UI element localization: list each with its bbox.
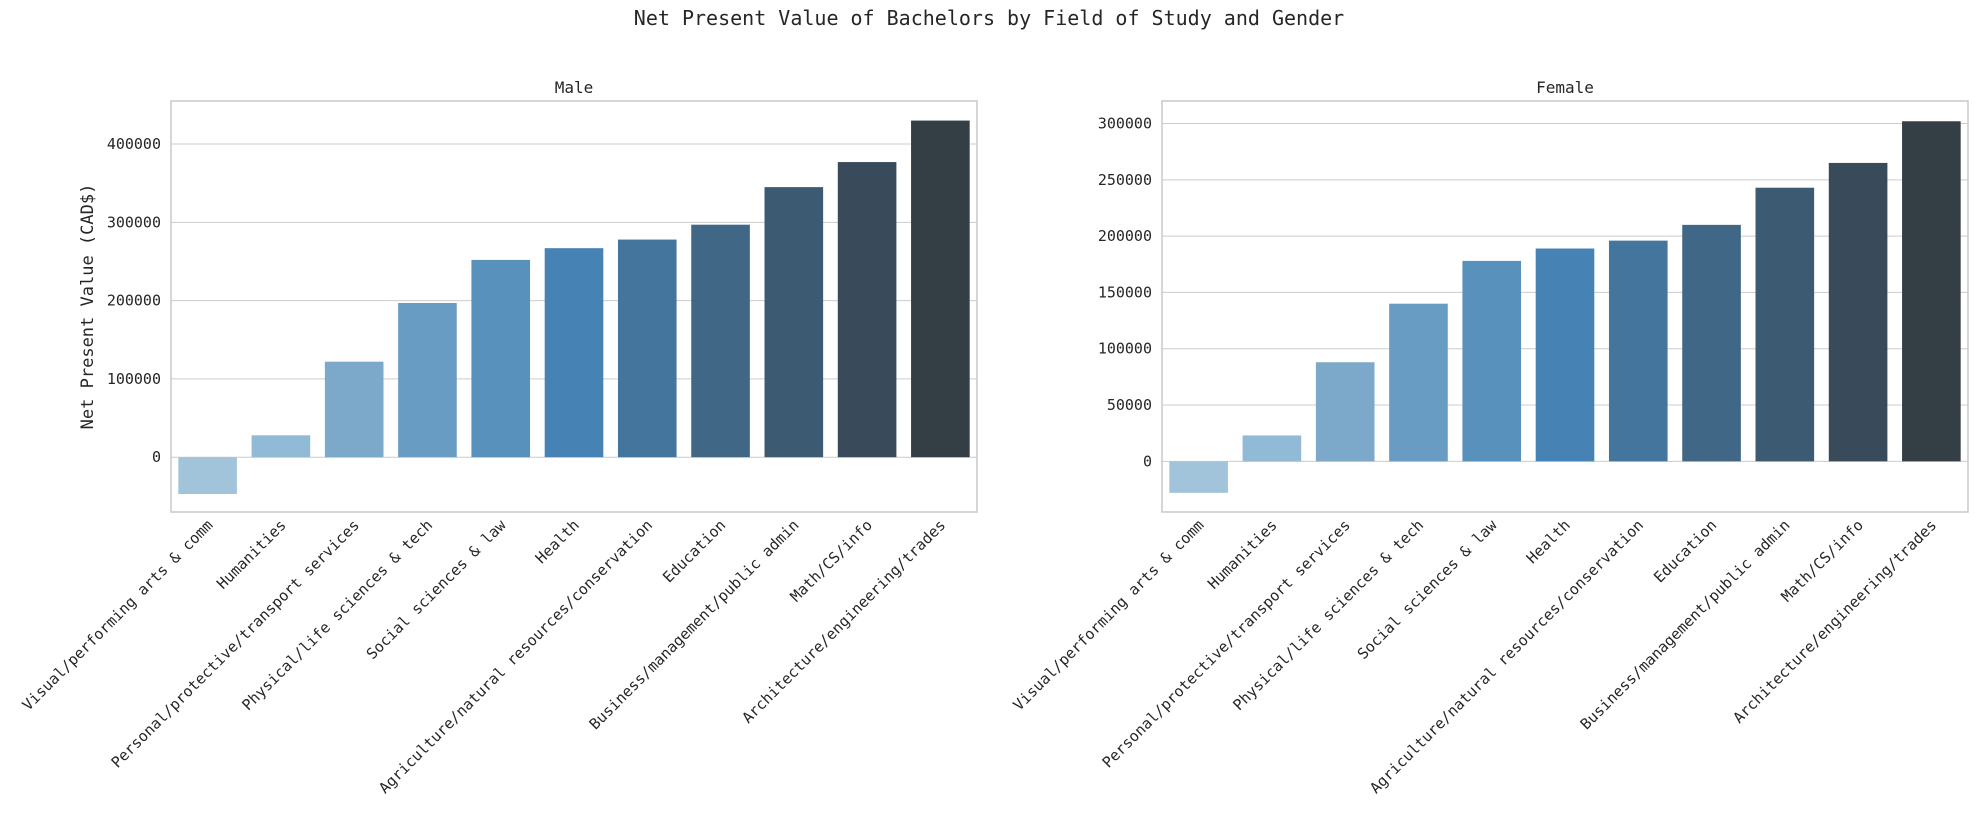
axes-frame — [170, 100, 978, 513]
x-tick-label: Agriculture/natural resources/conservati… — [375, 516, 656, 797]
chart-title: Net Present Value of Bachelors by Field … — [634, 6, 1344, 30]
x-tick-label: Humanities — [1204, 516, 1281, 593]
panel-title: Male — [555, 78, 594, 97]
bar — [764, 187, 824, 458]
panel-male: 0100000200000300000400000Visual/performi… — [19, 78, 978, 797]
y-axis-label: Net Present Value (CAD$) — [78, 184, 98, 430]
bar — [1242, 435, 1302, 462]
bar — [251, 435, 311, 458]
bar — [1608, 240, 1668, 462]
x-tick-label: Personal/protective/transport services — [1099, 516, 1354, 771]
bar — [471, 259, 531, 458]
x-tick-label: Education — [1650, 516, 1720, 586]
y-tick-label: 400000 — [107, 135, 161, 153]
y-tick-label: 100000 — [107, 370, 161, 388]
y-tick-label: 100000 — [1098, 340, 1152, 358]
x-tick-label: Education — [659, 516, 729, 586]
x-tick-label: Social sciences & law — [1354, 515, 1502, 663]
y-tick-label: 300000 — [107, 213, 161, 231]
bar — [1462, 260, 1522, 462]
bar — [1535, 248, 1595, 462]
x-tick-label: Health — [532, 516, 583, 567]
bar — [1682, 224, 1741, 462]
bar — [1828, 162, 1888, 462]
bar — [1389, 303, 1448, 462]
x-tick-label: Humanities — [213, 516, 290, 593]
x-tick-label: Social sciences & law — [363, 515, 511, 663]
axes-frame — [1161, 100, 1969, 513]
x-tick-label: Health — [1523, 516, 1574, 567]
x-tick-label: Personal/protective/transport services — [108, 516, 363, 771]
y-tick-label: 200000 — [107, 292, 161, 310]
y-tick-label: 150000 — [1098, 283, 1152, 301]
bar — [1169, 461, 1228, 493]
y-tick-label: 200000 — [1098, 227, 1152, 245]
bar — [544, 248, 604, 458]
bar — [1315, 362, 1375, 462]
y-tick-label: 50000 — [1107, 396, 1152, 414]
panel-female: 050000100000150000200000250000300000Visu… — [1010, 78, 1969, 797]
bar — [178, 457, 237, 494]
bar — [617, 239, 677, 458]
chart-panels: 0100000200000300000400000Visual/performi… — [19, 78, 1969, 797]
bar — [1902, 121, 1961, 462]
bar — [398, 302, 457, 458]
x-tick-label: Agriculture/natural resources/conservati… — [1366, 516, 1647, 797]
bar — [1755, 187, 1815, 462]
panel-title: Female — [1536, 78, 1594, 97]
bar — [837, 162, 897, 458]
y-tick-label: 0 — [152, 448, 161, 466]
y-tick-label: 300000 — [1098, 115, 1152, 133]
y-tick-label: 0 — [1143, 452, 1152, 470]
bar — [691, 224, 750, 458]
y-tick-label: 250000 — [1098, 171, 1152, 189]
bar — [324, 361, 384, 458]
bar — [911, 120, 970, 458]
